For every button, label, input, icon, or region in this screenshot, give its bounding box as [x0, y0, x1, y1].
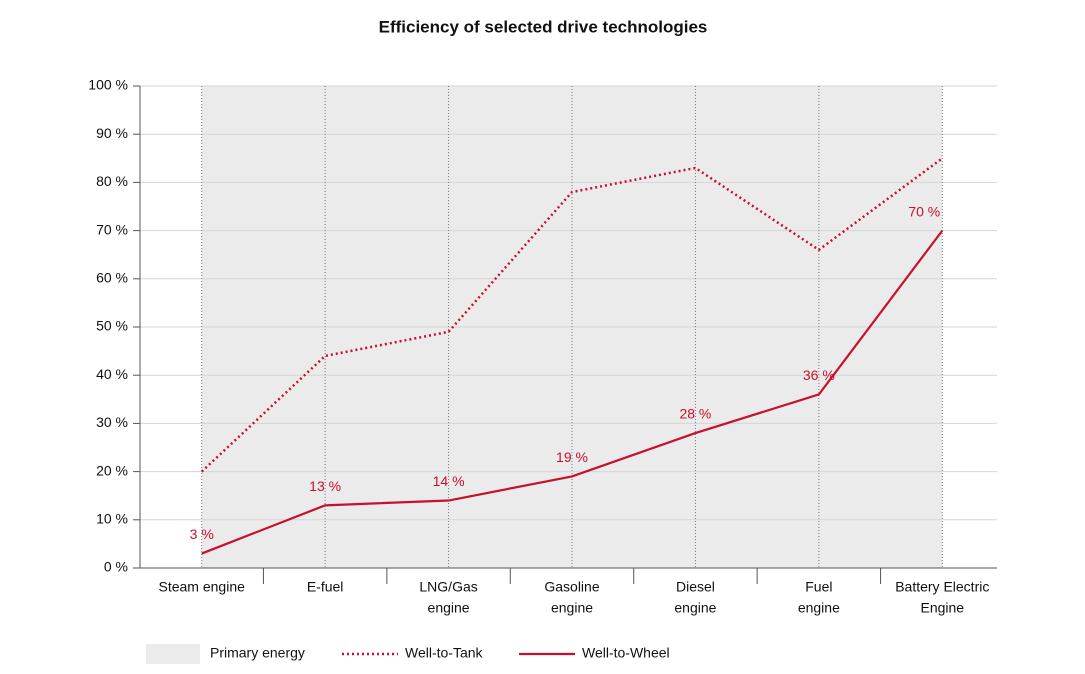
data-label: 13 % [309, 478, 341, 494]
line [201, 229, 944, 555]
x-tick-label: engine [674, 600, 716, 616]
legend-label: Well-to-Wheel [582, 645, 670, 661]
x-tick-label: Fuel [805, 579, 832, 595]
data-label: 3 % [190, 526, 214, 542]
x-tick-label: engine [551, 600, 593, 616]
x-tick-label: Engine [920, 600, 964, 616]
legend-label: Primary energy [210, 645, 305, 661]
legend-swatch [146, 644, 200, 664]
data-label: 19 % [556, 449, 588, 465]
y-tick-label: 70 % [96, 221, 128, 237]
x-tick-label: E-fuel [307, 579, 344, 595]
y-tick-label: 40 % [96, 366, 128, 382]
x-tick-label: LNG/Gas [419, 579, 477, 595]
y-tick-label: 100 % [88, 77, 128, 93]
y-tick-label: 10 % [96, 511, 128, 527]
line [200, 157, 944, 473]
y-tick-label: 80 % [96, 173, 128, 189]
chart-title: Efficiency of selected drive technologie… [379, 17, 708, 36]
x-tick-label: engine [798, 600, 840, 616]
data-label: 14 % [433, 473, 465, 489]
data-label: 70 % [908, 203, 940, 219]
y-tick-label: 30 % [96, 414, 128, 430]
x-tick-label: Steam engine [159, 579, 246, 595]
x-tick-label: Battery Electric [895, 579, 989, 595]
x-tick-label: engine [428, 600, 470, 616]
x-tick-label: Gasoline [544, 579, 599, 595]
y-tick-label: 0 % [104, 559, 128, 575]
y-tick-label: 90 % [96, 125, 128, 141]
y-tick-label: 60 % [96, 270, 128, 286]
data-label: 36 % [803, 367, 835, 383]
y-tick-label: 20 % [96, 462, 128, 478]
y-tick-label: 50 % [96, 318, 128, 334]
data-label: 28 % [679, 406, 711, 422]
x-tick-label: Diesel [676, 579, 715, 595]
legend-label: Well-to-Tank [405, 645, 484, 661]
